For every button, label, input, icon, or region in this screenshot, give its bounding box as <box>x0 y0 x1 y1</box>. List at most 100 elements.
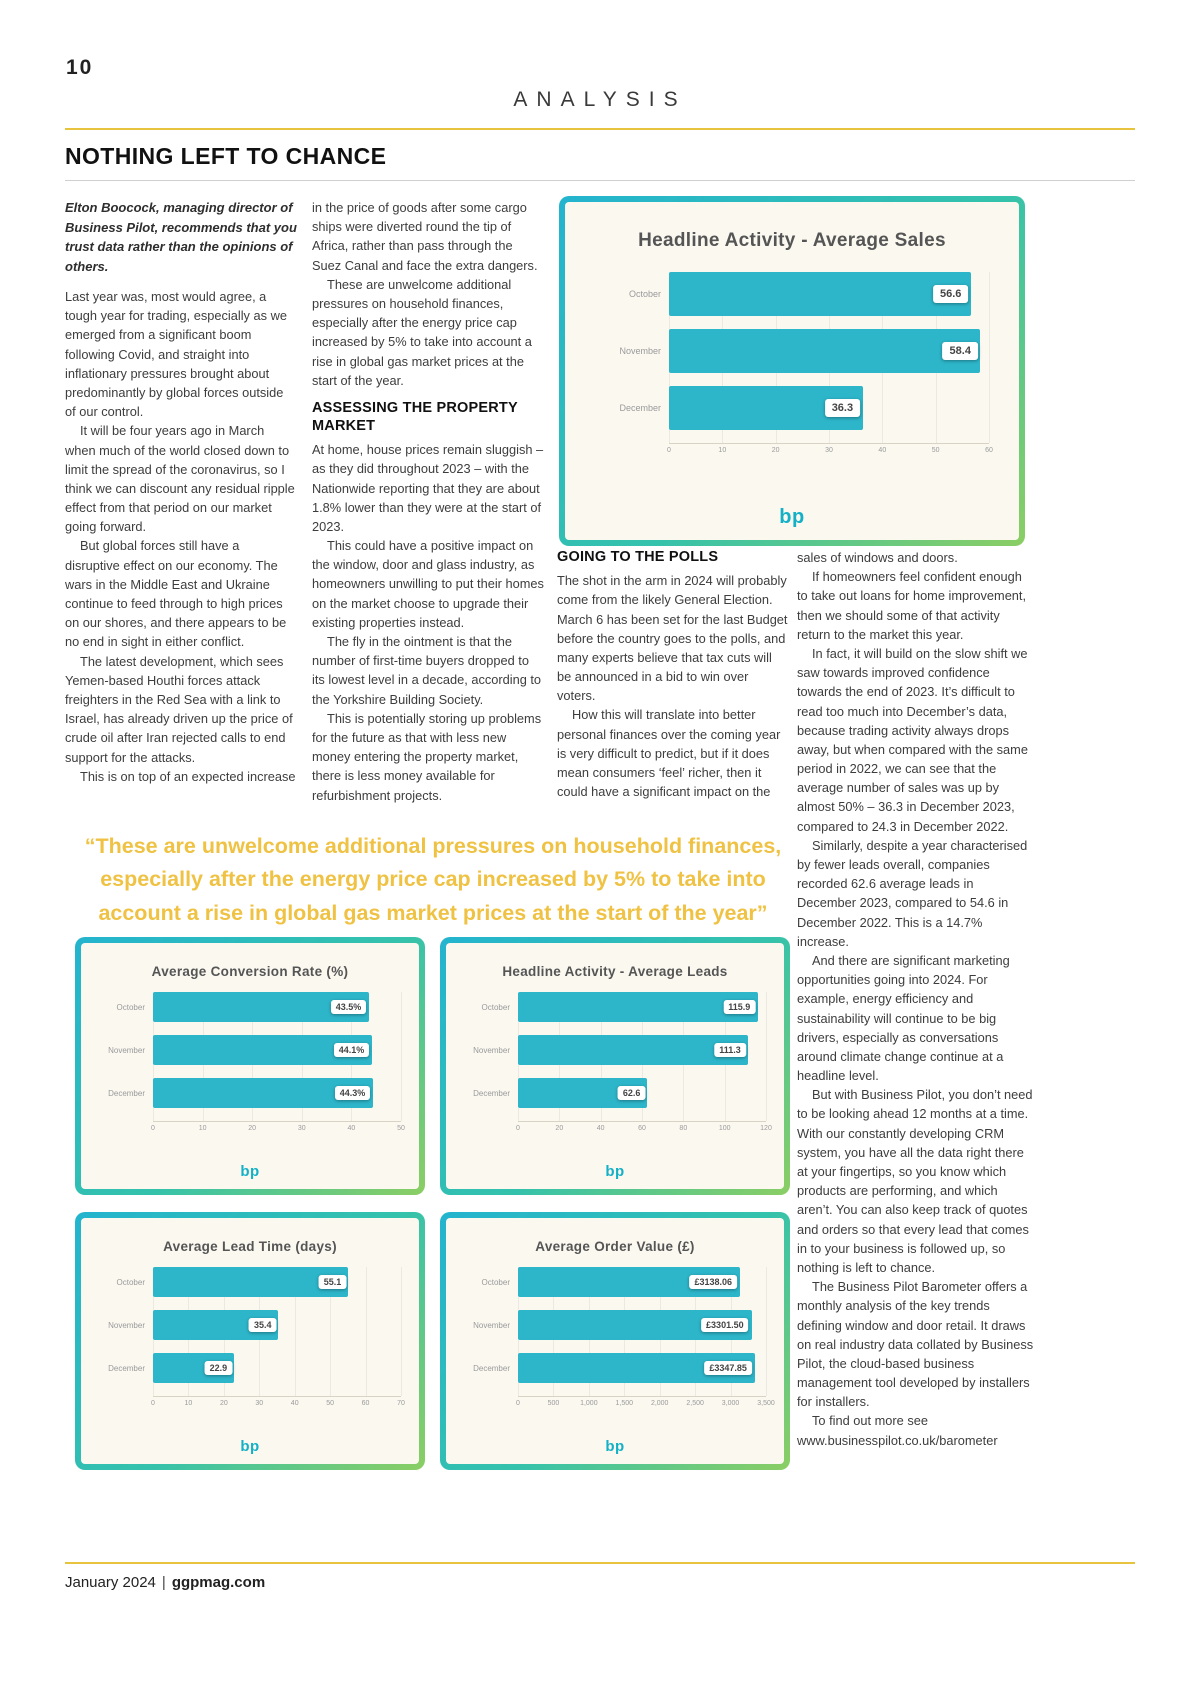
gridline <box>294 1267 296 1396</box>
value-label: £3138.06 <box>689 1275 738 1289</box>
bar-track: 35.4 <box>153 1310 401 1340</box>
category-label: October <box>116 1002 145 1012</box>
tick-label: 20 <box>771 447 780 454</box>
tick-label: 120 <box>760 1125 772 1132</box>
chart-category-labels: October November December <box>464 1267 518 1396</box>
category-label: November <box>619 346 661 356</box>
pull-quote: “These are unwelcome additional pressure… <box>84 834 782 925</box>
paragraph: It will be four years ago in March when … <box>65 423 295 535</box>
category-label: October <box>116 1277 145 1287</box>
tick-label: 50 <box>931 447 940 454</box>
paragraph: The fly in the ointment is that the numb… <box>312 634 542 707</box>
category-label: December <box>473 1088 510 1098</box>
tick-label: 2,000 <box>650 1400 669 1407</box>
paragraph: How this will translate into better pers… <box>557 707 781 800</box>
tick-label: 1,000 <box>580 1400 598 1407</box>
column-1-body: Last year was, most would agree, a tough… <box>65 287 297 786</box>
tick-label: 1,500 <box>615 1400 634 1407</box>
value-label: 62.6 <box>617 1086 646 1100</box>
article-title: NOTHING LEFT TO CHANCE <box>65 143 387 169</box>
tick-label: 2,500 <box>686 1400 704 1407</box>
value-label: 111.3 <box>714 1043 746 1057</box>
value-label: 43.5% <box>330 1000 367 1014</box>
x-axis: 0 10 20 30 40 50 60 70 <box>151 1396 405 1410</box>
tick-label: 30 <box>297 1125 306 1132</box>
page-number: 10 <box>66 56 94 79</box>
business-pilot-logo: bp <box>605 1163 625 1180</box>
standfirst: Elton Boocock, managing director of Busi… <box>65 200 297 274</box>
chart-title: Average Order Value (£) <box>535 1239 695 1254</box>
section-rule <box>65 128 1135 130</box>
footer-site: ggpmag.com <box>171 1574 266 1591</box>
title-rule <box>65 180 1135 181</box>
bar <box>669 272 971 316</box>
tick-label: 0 <box>151 1400 155 1407</box>
category-label: December <box>108 1363 145 1373</box>
value-label: 55.1 <box>318 1275 347 1289</box>
tick-label: 40 <box>878 447 887 454</box>
chart-title: Headline Activity - Average Leads <box>502 964 728 979</box>
chart-category-labels: October November December <box>464 992 518 1121</box>
tick-label: 3,000 <box>721 1400 740 1407</box>
footer-date: January 2024 <box>65 1574 156 1591</box>
tick-label: 60 <box>361 1400 370 1407</box>
bar-track: 115.9 <box>518 992 766 1022</box>
bar <box>518 992 758 1022</box>
tick-label: 40 <box>347 1125 356 1132</box>
value-label: 56.6 <box>932 285 969 303</box>
chart-average-order-value: Average Order Value (£) October November De… <box>440 1212 790 1470</box>
bar-track: 22.9 <box>153 1353 401 1383</box>
paragraph: The latest development, which sees Yemen… <box>65 653 293 765</box>
value-label: 115.9 <box>723 1000 756 1014</box>
chart-plot-area: £3138.06 £3301.50 £3347.85 <box>518 1267 767 1396</box>
bar <box>669 329 981 373</box>
x-axis: 0 10 20 30 40 50 60 <box>667 443 993 457</box>
chart-average-lead-time: Average Lead Time (days) October November D… <box>75 1212 425 1470</box>
tick-label: 100 <box>718 1125 731 1132</box>
tick-label: 20 <box>219 1400 228 1407</box>
chart-body: October November December £3138.06 £3301.50 £… <box>464 1267 767 1396</box>
bar-track: 36.3 <box>669 386 989 430</box>
chart-category-labels: October November December <box>99 992 153 1121</box>
chart-body: October November December 55.1 35.4 22.9 <box>99 1267 402 1396</box>
tick-label: 30 <box>825 447 833 454</box>
bar <box>153 1267 349 1297</box>
gridline <box>365 1267 367 1396</box>
category-label: October <box>481 1002 510 1012</box>
tick-label: 3,500 <box>757 1400 775 1407</box>
chart-body: October November December 43.5% 44.1% 44.3% <box>99 992 402 1121</box>
bar-track: 44.1% <box>153 1035 401 1065</box>
paragraph: But with Business Pilot, you don’t need … <box>797 1087 1033 1275</box>
tick-label: 10 <box>718 447 727 454</box>
bar-track: £3347.85 <box>518 1353 766 1383</box>
bar-track: £3301.50 <box>518 1310 766 1340</box>
paragraph: This is on top of an expected increase <box>80 768 296 784</box>
gridline <box>401 1267 402 1396</box>
tick-label: 80 <box>679 1125 688 1132</box>
tick-label: 0 <box>516 1400 520 1407</box>
paragraph: Last year was, most would agree, a tough… <box>65 289 287 420</box>
bar-track: 111.3 <box>518 1035 766 1065</box>
business-pilot-logo: bp <box>779 506 805 528</box>
paragraph: And there are significant marketing oppo… <box>797 952 1010 1084</box>
x-axis: 0 10 20 30 40 50 <box>151 1121 405 1135</box>
heading-going-to-the-polls: GOING TO THE POLLS <box>557 549 719 565</box>
bar-track: 43.5% <box>153 992 401 1022</box>
category-label: December <box>619 403 661 413</box>
text-column-2: in the price of goods after some cargo s… <box>312 198 544 805</box>
gridline <box>766 992 767 1121</box>
chart-plot-area: 43.5% 44.1% 44.3% <box>153 992 402 1121</box>
tick-label: 50 <box>326 1400 335 1407</box>
chart-average-conversion-rate: Average Conversion Rate (%) October Novemb… <box>75 937 425 1195</box>
section-header: ANALYSIS <box>513 88 687 111</box>
tick-label: 0 <box>667 447 671 454</box>
tick-label: 50 <box>397 1125 405 1132</box>
chart-body: October November December 56.6 58.4 36.3 <box>595 272 990 443</box>
category-label: November <box>108 1320 145 1330</box>
footer-separator: | <box>161 1574 166 1591</box>
value-label: 44.1% <box>333 1043 370 1057</box>
bar-track: 44.3% <box>153 1078 401 1108</box>
bar-track: 55.1 <box>153 1267 401 1297</box>
tick-label: 0 <box>516 1125 520 1132</box>
